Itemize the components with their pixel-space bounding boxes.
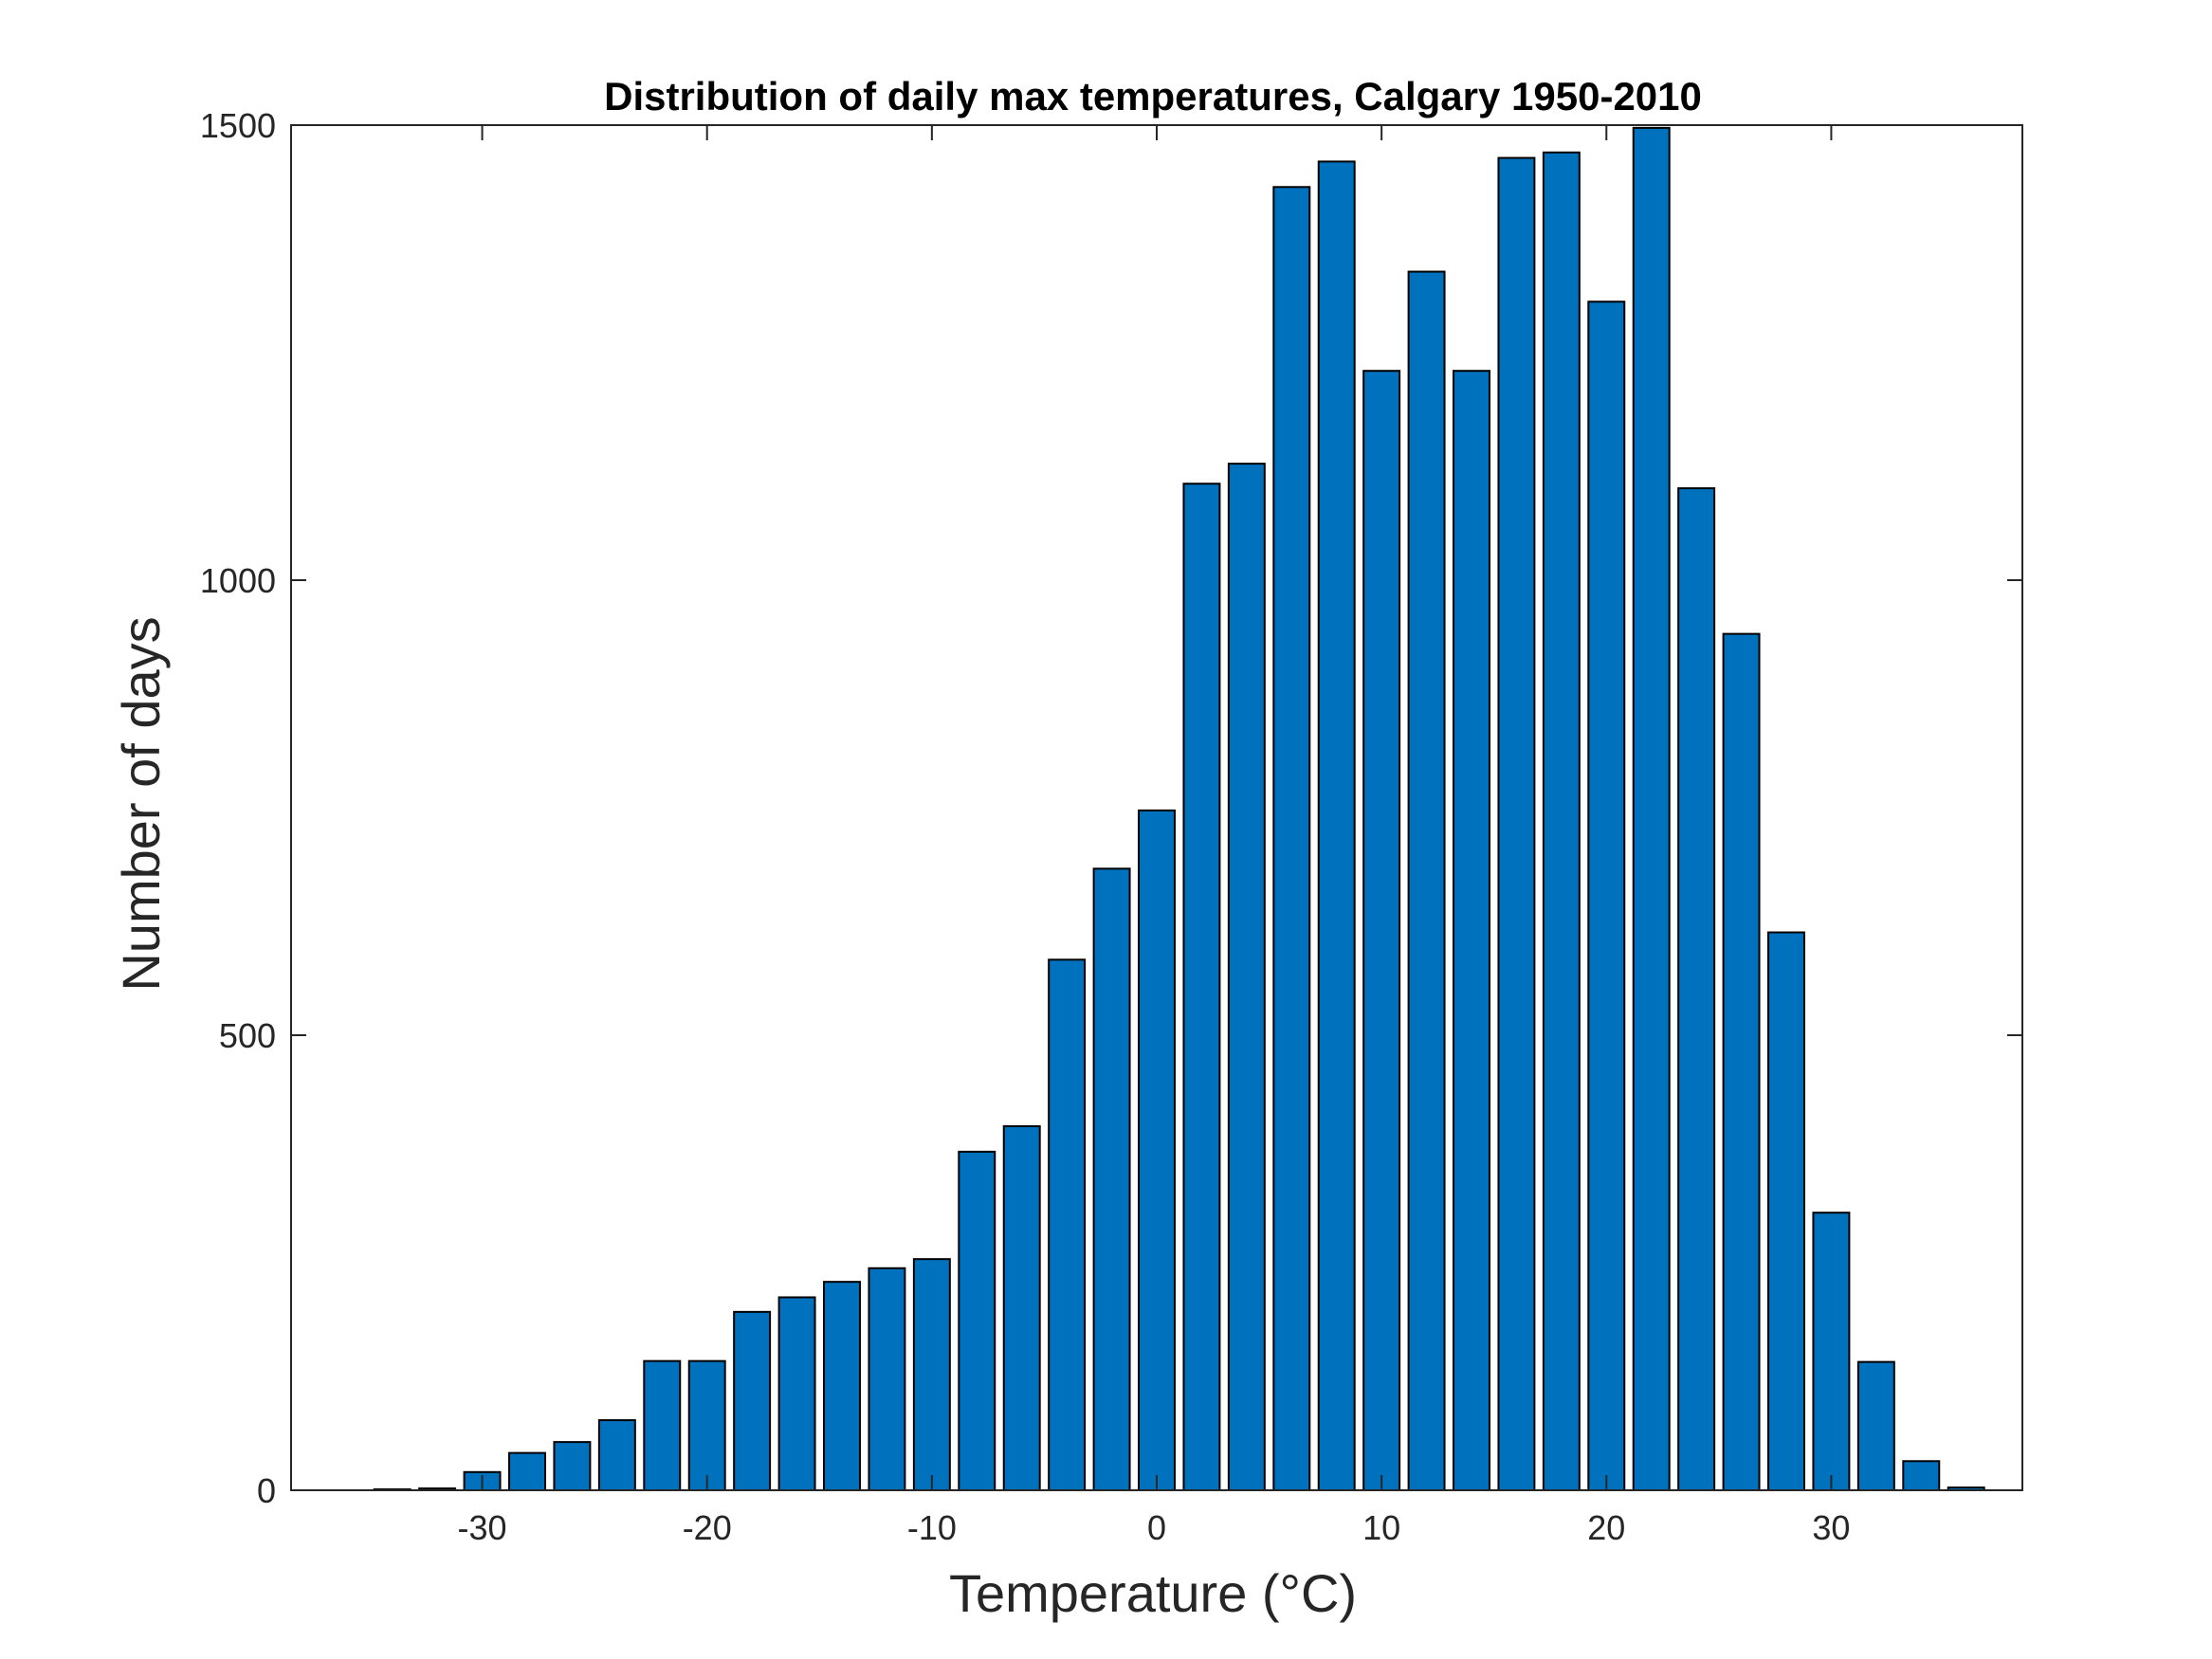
bar	[1407, 270, 1446, 1491]
y-axis-ticks: 0 500 1000 1500	[200, 106, 2022, 1510]
bar	[1542, 151, 1581, 1491]
bar	[1362, 370, 1401, 1492]
bar	[597, 1419, 636, 1491]
bar	[1767, 931, 1805, 1491]
bar	[733, 1310, 772, 1491]
bar	[1092, 867, 1131, 1491]
bar	[1317, 160, 1356, 1491]
bar	[1632, 126, 1671, 1491]
bar	[823, 1281, 861, 1492]
y-tick-label: 1500	[200, 106, 276, 145]
bar	[1587, 301, 1626, 1491]
bar	[508, 1451, 546, 1492]
bar	[553, 1441, 592, 1491]
bar	[868, 1267, 906, 1492]
bar	[912, 1258, 951, 1492]
x-tick-label: 0	[1147, 1508, 1166, 1547]
x-tick-label: 10	[1362, 1508, 1400, 1547]
chart-title: Distribution of daily max temperatures, …	[604, 74, 1702, 118]
bar	[1453, 370, 1490, 1492]
bar	[1048, 958, 1087, 1491]
bar	[1182, 483, 1221, 1491]
y-tick-label: 1000	[200, 561, 276, 600]
bar	[1677, 487, 1716, 1491]
x-tick-label: -30	[458, 1508, 507, 1547]
bar	[1812, 1212, 1851, 1491]
bar	[777, 1296, 816, 1491]
y-tick-label: 500	[219, 1016, 276, 1055]
bar	[643, 1359, 682, 1492]
bars-group	[373, 126, 1985, 1492]
x-tick-label: 30	[1812, 1508, 1850, 1547]
x-tick-label: -20	[683, 1508, 732, 1547]
bar	[1227, 463, 1266, 1491]
bar	[958, 1150, 996, 1491]
bar	[687, 1359, 726, 1492]
x-tick-label: -10	[907, 1508, 957, 1547]
x-axis-label: Temperature (°C)	[949, 1563, 1357, 1623]
x-tick-label: 20	[1587, 1508, 1625, 1547]
y-axis-label: Number of days	[111, 616, 171, 991]
bar	[1856, 1360, 1895, 1492]
bar	[1138, 809, 1176, 1491]
y-tick-label: 0	[257, 1471, 276, 1510]
bar	[1497, 156, 1536, 1491]
bar	[1002, 1125, 1041, 1491]
bar	[1902, 1460, 1941, 1492]
x-axis-ticks: -30 -20 -10 0 10 20 30	[458, 125, 1850, 1547]
bar	[1272, 186, 1311, 1491]
bar	[1722, 632, 1761, 1491]
